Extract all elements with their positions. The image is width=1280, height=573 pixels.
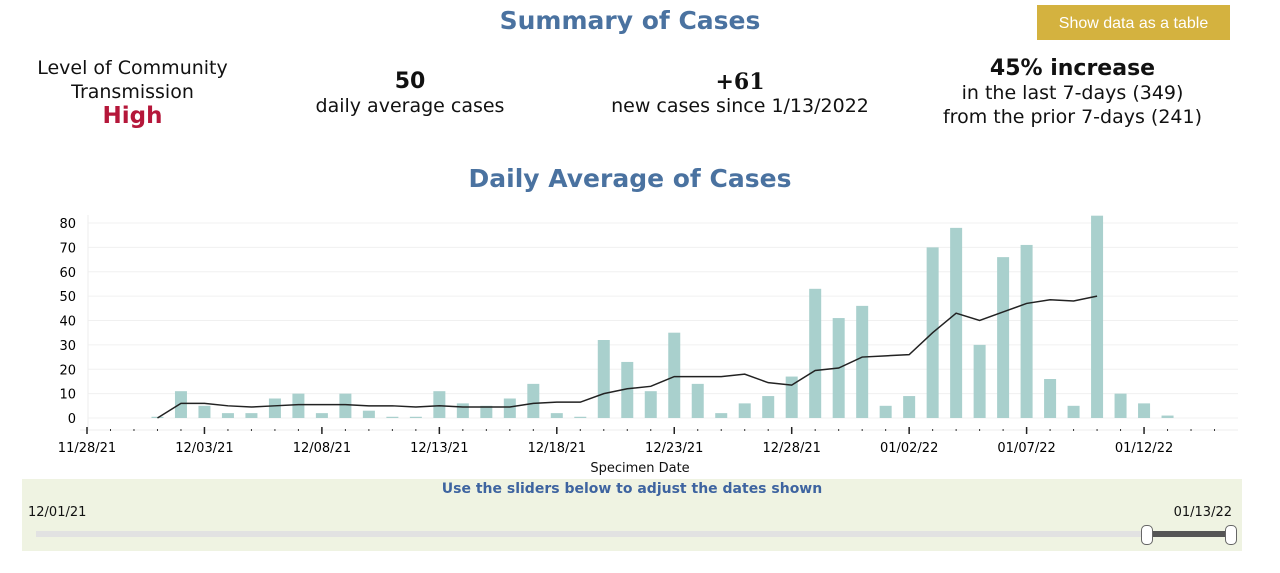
bar-01-05-22 [973, 344, 986, 418]
transmission-level: Level of Community Transmission High [10, 56, 255, 128]
bar-12-25-21 [715, 413, 728, 418]
bar-12-23-21 [668, 332, 681, 418]
slider-end-handle[interactable] [1225, 525, 1237, 545]
bar-01-12-22 [1138, 403, 1151, 418]
daily-cases-chart: 0 10 20 30 40 50 60 70 80 11/28/21 12/03/21 12/08/2… [58, 215, 1238, 456]
bar-12-07-21 [292, 393, 305, 418]
change-line1: in the last 7-days (349) [961, 82, 1184, 104]
bar-01-09-22 [1067, 405, 1080, 418]
slider-selected-range[interactable] [1148, 531, 1232, 537]
bar-12-03-21 [198, 405, 211, 418]
date-range-slider: Use the sliders below to adjust the date… [22, 479, 1242, 551]
bar-01-13-22 [1161, 415, 1174, 418]
y-tick-label: 0 [68, 412, 76, 427]
slider-hint: Use the sliders below to adjust the date… [441, 481, 823, 497]
bar-01-11-22 [1114, 393, 1127, 418]
bar-12-04-21 [221, 413, 234, 418]
x-tick-label: 12/28/21 [763, 441, 821, 456]
slider-start-date: 12/01/21 [28, 505, 87, 520]
x-tick-label: 12/18/21 [528, 441, 586, 456]
new-cases-stat: +61 new cases since 1/13/2022 [590, 70, 890, 118]
y-tick-label: 70 [59, 241, 76, 256]
bar-01-08-22 [1044, 379, 1057, 418]
x-tick-label: 12/08/21 [293, 441, 351, 456]
level-value: High [102, 103, 163, 129]
chart-title: Daily Average of Cases [468, 164, 792, 193]
change-value: 45% increase [989, 56, 1156, 81]
show-table-button[interactable]: Show data as a table [1037, 5, 1230, 40]
x-tick-label: 12/13/21 [410, 441, 468, 456]
bar-12-08-21 [315, 413, 328, 418]
summary-title: Summary of Cases [499, 6, 761, 35]
y-tick-label: 10 [59, 388, 76, 403]
bar-12-02-21 [174, 391, 187, 418]
bar-12-31-21 [856, 305, 869, 418]
x-tick-label: 12/23/21 [645, 441, 703, 456]
bar-12-18-21 [550, 413, 563, 418]
slider-end-date: 01/13/22 [1173, 505, 1232, 520]
bar-12-14-21 [456, 403, 469, 418]
level-label: Level of Community Transmission [37, 57, 228, 103]
x-tick-label: 01/02/22 [880, 441, 938, 456]
bar-01-04-22 [950, 227, 963, 418]
bar-01-06-22 [997, 257, 1010, 418]
bar-01-02-22 [903, 396, 916, 418]
bar-12-12-21 [409, 416, 422, 418]
x-tick-label: 11/28/21 [58, 441, 116, 456]
y-tick-label: 40 [59, 315, 76, 330]
bar-12-20-21 [597, 340, 610, 418]
bar-01-07-22 [1020, 244, 1033, 418]
bar-12-11-21 [386, 416, 399, 418]
bar-12-24-21 [691, 383, 704, 418]
new-value: +61 [715, 69, 765, 95]
change-stat: 45% increase in the last 7-days (349) fr… [920, 57, 1225, 129]
bar-01-01-22 [879, 405, 892, 418]
bar-12-19-21 [574, 416, 587, 418]
x-tick-label: 12/03/21 [175, 441, 233, 456]
daily-average-stat: 50 daily average cases [290, 70, 530, 118]
bar-12-06-21 [268, 398, 281, 418]
y-tick-label: 30 [59, 339, 76, 354]
bar-12-21-21 [621, 361, 634, 418]
new-label: new cases since 1/13/2022 [611, 95, 869, 117]
change-line2: from the prior 7-days (241) [942, 106, 1203, 128]
x-tick-label: 01/07/22 [997, 441, 1055, 456]
slider-start-handle[interactable] [1141, 525, 1153, 545]
y-tick-label: 80 [59, 217, 76, 232]
bar-12-26-21 [738, 403, 751, 418]
y-tick-label: 20 [59, 363, 76, 378]
y-tick-label: 50 [59, 290, 76, 305]
bar-12-10-21 [362, 410, 375, 418]
avg-label: daily average cases [315, 95, 505, 117]
bar-12-15-21 [480, 405, 493, 418]
bar-12-09-21 [339, 393, 352, 418]
bar-12-28-21 [785, 376, 798, 418]
seven-day-average-line [157, 295, 1098, 419]
bar-12-17-21 [527, 383, 540, 418]
avg-value: 50 [394, 69, 426, 94]
x-tick-label: 01/12/22 [1115, 441, 1173, 456]
bar-12-16-21 [503, 398, 516, 418]
slider-track[interactable] [36, 531, 1234, 537]
bar-01-10-22 [1091, 215, 1104, 418]
bar-12-29-21 [809, 288, 822, 418]
bar-12-05-21 [245, 413, 258, 418]
x-axis-label: Specimen Date [590, 461, 690, 476]
bar-12-13-21 [433, 391, 446, 418]
bar-12-22-21 [644, 391, 657, 418]
y-tick-label: 60 [59, 266, 76, 281]
bar-12-27-21 [762, 396, 775, 418]
